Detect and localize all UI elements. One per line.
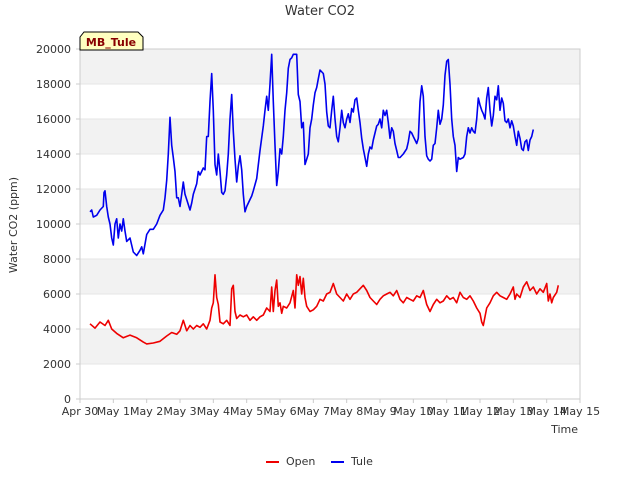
x-tick-label: Apr 30: [62, 405, 99, 418]
x-tick-label: May 15: [560, 405, 600, 418]
y-tick-label: 12000: [36, 183, 71, 196]
chart-title: Water CO2: [285, 4, 355, 19]
y-tick-label: 14000: [36, 148, 71, 161]
x-tick-label: May 3: [163, 405, 196, 418]
x-tick-label: May 11: [427, 405, 467, 418]
x-tick-label: May 5: [230, 405, 263, 418]
y-tick-label: 20000: [36, 43, 71, 56]
x-tick-label: May 6: [263, 405, 296, 418]
y-tick-label: 4000: [43, 323, 71, 336]
legend-label-open: Open: [286, 455, 315, 468]
legend: Open Tule: [266, 455, 373, 468]
y-tick-label: 0: [64, 393, 71, 406]
site-label-box: MB_Tule: [79, 31, 144, 51]
x-tick-label: May 12: [460, 405, 500, 418]
y-tick-label: 6000: [43, 288, 71, 301]
plot-band: [80, 154, 580, 189]
x-tick-label: May 14: [527, 405, 567, 418]
series-line-open: [89, 274, 560, 345]
plot-frame: [79, 48, 581, 400]
x-tick-label: May 9: [363, 405, 396, 418]
plot-band: [80, 224, 580, 259]
y-tick-label: 10000: [36, 218, 71, 231]
x-axis-label: Time: [550, 423, 578, 436]
x-tick-label: May 10: [393, 405, 433, 418]
x-tick-label: May 1: [97, 405, 130, 418]
series-line-tule: [89, 53, 535, 257]
y-axis-ticks: 0 2000 4000 6000 8000 10000 12000 14000 16000 180…: [36, 43, 80, 406]
plot-band: [80, 329, 580, 364]
plot-band: [80, 294, 580, 329]
x-tick-label: May 7: [297, 405, 330, 418]
plot-bands: [80, 49, 580, 399]
plot-band: [80, 84, 580, 119]
y-tick-label: 18000: [36, 78, 71, 91]
x-tick-label: May 2: [130, 405, 163, 418]
x-tick-label: May 8: [330, 405, 363, 418]
plot-band: [80, 364, 580, 399]
series-layer: [89, 53, 560, 345]
plot-band: [80, 259, 580, 294]
y-tick-label: 8000: [43, 253, 71, 266]
legend-label-tule: Tule: [350, 455, 373, 468]
site-label: MB_Tule: [86, 36, 136, 49]
plot-band: [80, 189, 580, 224]
y-tick-label: 2000: [43, 358, 71, 371]
x-tick-label: May 13: [493, 405, 533, 418]
y-axis-label: Water CO2 (ppm): [7, 177, 20, 273]
y-tick-label: 16000: [36, 113, 71, 126]
x-tick-label: May 4: [197, 405, 230, 418]
plot-band: [80, 49, 580, 84]
